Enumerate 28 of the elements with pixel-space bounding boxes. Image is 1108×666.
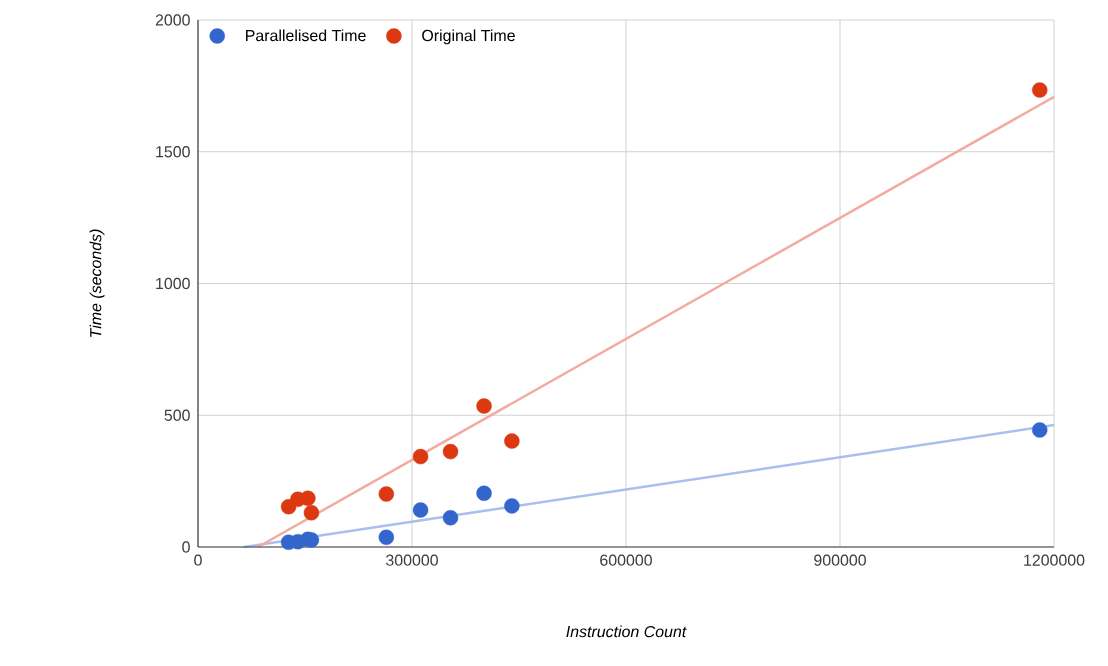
y-tick-label: 1500 [156, 146, 190, 158]
point [1032, 82, 1048, 98]
point [300, 490, 316, 506]
point [504, 498, 520, 514]
x-tick-label: 1200000 [1024, 554, 1085, 566]
point [378, 486, 395, 502]
x-axis-title: Instruction Count [566, 625, 687, 638]
y-tick-label: 0 [182, 541, 190, 553]
point [504, 433, 520, 449]
point [442, 510, 459, 526]
point [476, 398, 492, 414]
x-tick-label: 900000 [814, 554, 866, 566]
x-tick-label: 0 [194, 554, 202, 566]
point [412, 502, 429, 518]
legend-label: Original Time [422, 29, 515, 45]
x-tick-label: 300000 [386, 554, 438, 566]
point [412, 448, 429, 465]
point [476, 485, 492, 501]
y-tick-label: 500 [164, 409, 190, 421]
y-tick-label: 1000 [156, 277, 190, 290]
point [442, 443, 459, 460]
point [303, 505, 320, 521]
y-tick-label: 2000 [155, 14, 190, 26]
x-tick-label: 600000 [600, 554, 652, 566]
point [378, 529, 395, 545]
point [1032, 422, 1048, 438]
legend-label: Parallelised Time [246, 29, 366, 42]
y-axis-title: Time (seconds) [89, 229, 105, 337]
